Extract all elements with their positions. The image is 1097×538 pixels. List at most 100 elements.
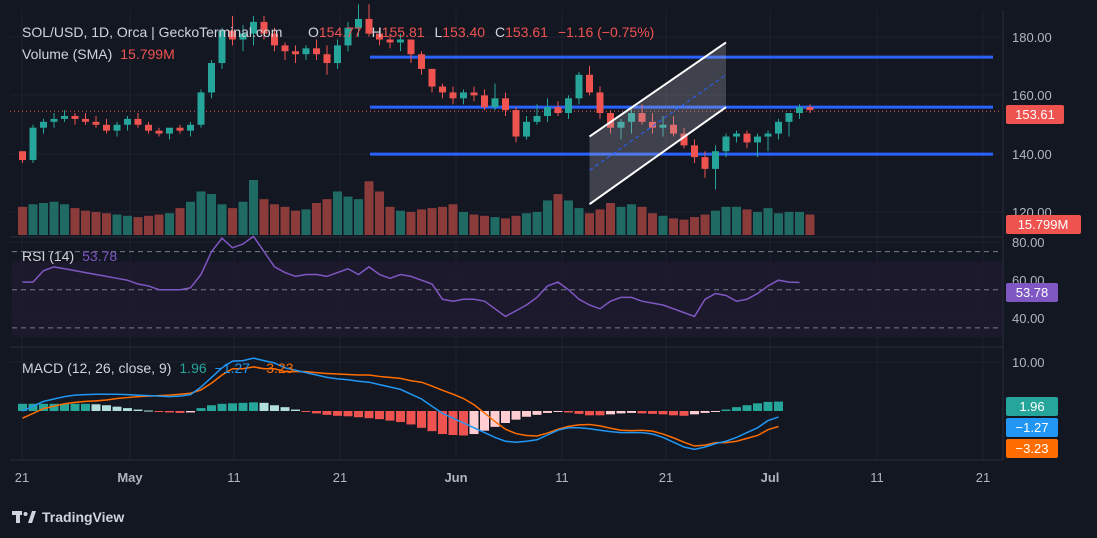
- candle: [701, 157, 709, 169]
- rsi-value: 53.78: [82, 248, 117, 264]
- rsi-line: [22, 235, 800, 318]
- volume-bar: [70, 208, 80, 235]
- channel-fill: [589, 42, 726, 205]
- candle: [292, 51, 299, 55]
- macd-signal-badge: −3.23: [1006, 439, 1058, 458]
- volume-bar: [595, 209, 605, 235]
- candles: [19, 4, 814, 190]
- macd-histogram-bar: [364, 411, 374, 419]
- legend-ohlc: O154.77 H155.81 L153.40 C153.61 −1.16 (−…: [308, 24, 654, 40]
- candle: [533, 115, 541, 122]
- candle: [40, 121, 47, 128]
- macd-histogram-bar: [406, 411, 416, 425]
- macd-tick-label: 10.00: [1012, 355, 1045, 370]
- volume-bar: [354, 199, 363, 235]
- candle: [722, 136, 730, 152]
- volume-bar: [469, 214, 479, 235]
- volume-bar: [616, 206, 626, 235]
- candle: [365, 18, 373, 34]
- volume-bar: [217, 204, 227, 235]
- candle: [344, 27, 352, 46]
- volume-bar: [186, 201, 195, 235]
- candle: [806, 107, 814, 111]
- candle: [449, 92, 457, 99]
- candle: [680, 133, 688, 146]
- candle: [607, 113, 614, 128]
- volume-bar: [438, 206, 447, 235]
- volume-bar: [123, 215, 132, 235]
- macd-histogram-bar: [501, 411, 510, 423]
- macd-plot: [18, 357, 783, 451]
- macd-histogram-bar: [438, 411, 447, 435]
- legend-volume: Volume (SMA) 15.799M: [22, 46, 175, 62]
- volume-bar: [585, 213, 594, 235]
- macd-histogram-bar: [280, 407, 290, 411]
- candle: [197, 92, 205, 125]
- volume-bar: [417, 209, 426, 235]
- x-tick-label: 11: [870, 470, 884, 485]
- macd-histogram-bar: [522, 411, 531, 417]
- volume-bar: [795, 211, 804, 235]
- macd-histogram-bar: [60, 403, 69, 411]
- candle: [71, 115, 79, 119]
- candle: [512, 110, 520, 137]
- macd-histogram-bar: [490, 411, 500, 427]
- price-tick-label: 160.00: [1012, 88, 1052, 103]
- macd-histogram-bar: [238, 402, 248, 411]
- volume-bar: [564, 200, 573, 235]
- macd-histogram-bar: [102, 405, 111, 411]
- x-tick-label: 11: [555, 470, 569, 485]
- volume-bar: [291, 210, 300, 235]
- legend-c-label: C: [495, 24, 505, 40]
- candle: [670, 124, 677, 134]
- volume-bar: [805, 214, 815, 235]
- macd-histogram-bar: [606, 411, 615, 415]
- candle: [61, 115, 68, 119]
- x-tick-label: 21: [659, 470, 673, 485]
- volume-bar: [18, 206, 27, 235]
- volume-bar: [81, 210, 90, 235]
- candle: [176, 127, 184, 131]
- candle: [92, 121, 100, 125]
- macd-line: [22, 357, 779, 451]
- volume-bar: [154, 214, 164, 235]
- volume-bar: [102, 213, 111, 235]
- macd-histogram-bar: [679, 411, 689, 416]
- volume-bar: [60, 204, 69, 235]
- macd-histogram-bar: [669, 411, 678, 416]
- macd-histogram-bar: [742, 405, 752, 411]
- tradingview-footer[interactable]: TradingView: [12, 506, 124, 528]
- volume-bar: [196, 191, 206, 235]
- rsi-badge-text: 53.78: [1016, 285, 1049, 300]
- candle: [544, 107, 551, 116]
- candle: [145, 124, 152, 131]
- volume-bar: [711, 210, 720, 235]
- volume-bar: [270, 204, 279, 235]
- macd-value-hist: 1.96: [179, 360, 206, 376]
- volume-label: Volume (SMA): [22, 46, 112, 62]
- macd-histogram-bar: [469, 411, 479, 435]
- parallel-channel[interactable]: [588, 41, 727, 205]
- macd-histogram-bar: [175, 411, 185, 413]
- legend-o-value: 154.77: [319, 24, 362, 40]
- macd-histogram-bar: [123, 408, 132, 411]
- macd-histogram-bar: [627, 411, 636, 413]
- macd-hist-badge: 1.96: [1006, 397, 1058, 416]
- volume-bar: [91, 211, 101, 235]
- candle: [586, 74, 593, 93]
- volume-bar: [228, 208, 237, 235]
- macd-histogram-bar: [249, 402, 258, 411]
- volume-bar: [532, 211, 542, 235]
- legend-change: −1.16 (−0.75%): [558, 24, 655, 40]
- macd-histogram-bar: [39, 403, 48, 411]
- volume-bar: [396, 210, 405, 235]
- macd-histogram-bar: [532, 411, 542, 415]
- macd-histogram-bar: [427, 411, 437, 432]
- macd-histogram-bar: [217, 403, 227, 411]
- candle: [712, 151, 719, 169]
- volume-bar: [753, 211, 762, 235]
- macd-value-signal: −3.23: [258, 360, 294, 376]
- volume-bar: [732, 206, 741, 235]
- macd-histogram-bar: [480, 411, 489, 431]
